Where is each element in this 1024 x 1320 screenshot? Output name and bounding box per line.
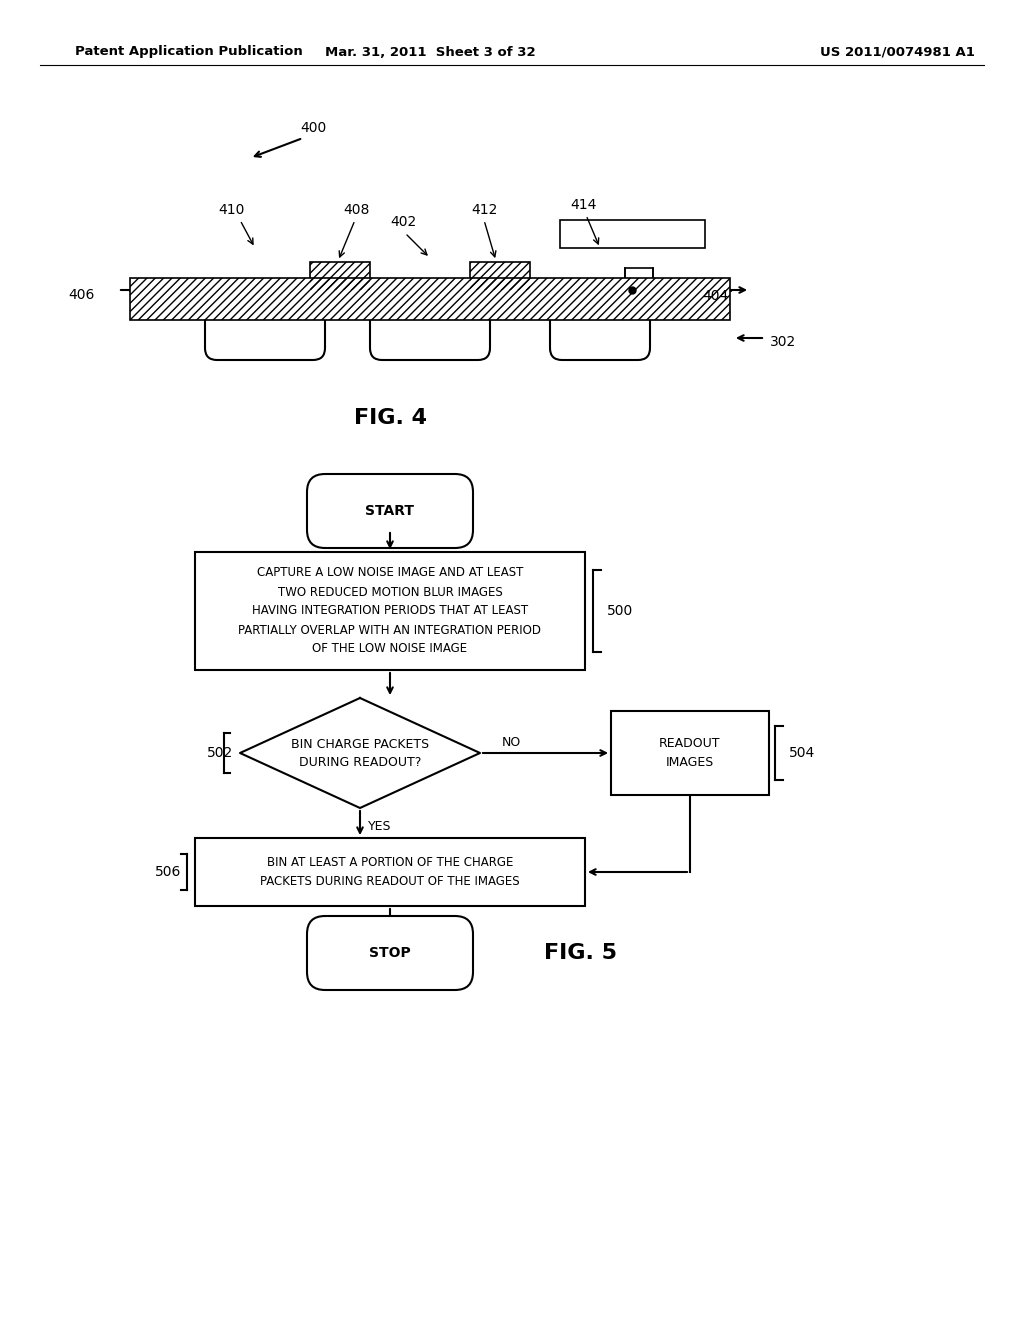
Text: 404: 404 (702, 289, 728, 304)
Text: 406: 406 (68, 288, 94, 302)
Text: STOP: STOP (369, 946, 411, 960)
Text: BIN AT LEAST A PORTION OF THE CHARGE
PACKETS DURING READOUT OF THE IMAGES: BIN AT LEAST A PORTION OF THE CHARGE PAC… (260, 855, 520, 888)
Text: FIG. 4: FIG. 4 (353, 408, 427, 428)
Bar (310, 261, 370, 290)
Bar (310, 261, 370, 290)
Text: Mar. 31, 2011  Sheet 3 of 32: Mar. 31, 2011 Sheet 3 of 32 (325, 45, 536, 58)
Text: 302: 302 (770, 335, 797, 348)
Text: NO: NO (502, 737, 521, 750)
Text: CAPTURE A LOW NOISE IMAGE AND AT LEAST
TWO REDUCED MOTION BLUR IMAGES
HAVING INT: CAPTURE A LOW NOISE IMAGE AND AT LEAST T… (239, 566, 542, 656)
Bar (195, 552, 585, 671)
Text: 506: 506 (155, 865, 181, 879)
Text: BIN CHARGE PACKETS
DURING READOUT?: BIN CHARGE PACKETS DURING READOUT? (291, 738, 429, 768)
FancyBboxPatch shape (307, 916, 473, 990)
Text: 402: 402 (390, 215, 416, 228)
Text: 500: 500 (607, 605, 633, 618)
Bar (611, 711, 769, 795)
Text: YES: YES (368, 820, 391, 833)
Text: 408: 408 (343, 203, 370, 216)
Text: 504: 504 (790, 746, 815, 760)
Text: 400: 400 (300, 121, 327, 135)
Text: START: START (366, 504, 415, 517)
Text: READOUT
IMAGES: READOUT IMAGES (659, 737, 721, 770)
Bar (470, 261, 530, 290)
Bar (470, 261, 530, 290)
FancyBboxPatch shape (307, 474, 473, 548)
Bar (195, 838, 585, 906)
Bar (560, 220, 705, 248)
Text: Patent Application Publication: Patent Application Publication (75, 45, 303, 58)
Text: 502: 502 (207, 746, 233, 760)
Text: US 2011/0074981 A1: US 2011/0074981 A1 (820, 45, 975, 58)
Text: 410: 410 (218, 203, 245, 216)
Bar (130, 279, 730, 319)
Text: 414: 414 (570, 198, 596, 213)
Text: FIG. 5: FIG. 5 (544, 942, 616, 964)
Text: 412: 412 (471, 203, 498, 216)
Bar (625, 268, 653, 290)
